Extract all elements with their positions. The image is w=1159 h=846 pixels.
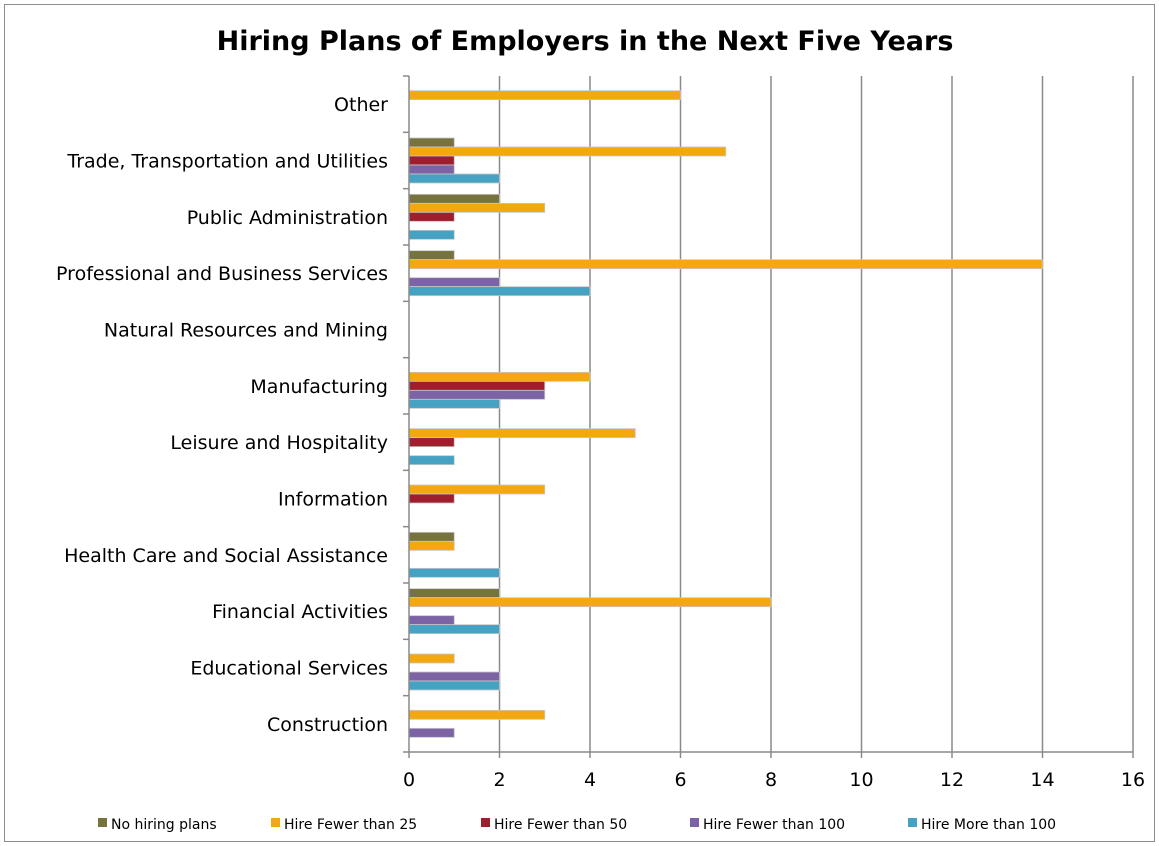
legend-swatch xyxy=(908,818,917,827)
bar xyxy=(408,380,546,391)
bar xyxy=(408,588,500,599)
category-label: Construction xyxy=(267,714,388,736)
bar xyxy=(408,277,500,288)
legend-swatch xyxy=(690,818,699,827)
bar xyxy=(408,202,546,213)
gridlines xyxy=(498,76,1134,752)
bar xyxy=(408,398,500,409)
bar xyxy=(408,455,455,466)
bar xyxy=(408,90,681,101)
x-tick-label: 2 xyxy=(493,769,505,791)
x-tick-label: 8 xyxy=(765,769,777,791)
bar xyxy=(408,250,455,261)
legend-swatch xyxy=(98,818,107,827)
bar xyxy=(408,193,500,204)
chart-frame xyxy=(4,4,1155,842)
category-labels: Construction Educational Services Financia… xyxy=(56,94,388,736)
bar xyxy=(408,624,500,635)
bar xyxy=(408,615,455,626)
legend-swatch xyxy=(271,818,280,827)
chart-title: Hiring Plans of Employers in the Next Fi… xyxy=(217,26,954,57)
bar xyxy=(408,173,500,184)
category-label: Information xyxy=(278,489,388,511)
bar xyxy=(408,727,455,738)
category-label: Public Administration xyxy=(187,207,388,229)
bar xyxy=(408,286,591,297)
bars xyxy=(408,90,1043,738)
bar xyxy=(408,371,591,382)
category-label: Trade, Transportation and Utilities xyxy=(66,151,388,173)
bar xyxy=(408,229,455,240)
x-tick-label: 0 xyxy=(403,769,415,791)
bar xyxy=(408,653,455,664)
x-tick-label: 12 xyxy=(940,769,964,791)
legend-label: Hire Fewer than 25 xyxy=(284,817,417,833)
x-tick-label: 16 xyxy=(1121,769,1145,791)
legend-swatch xyxy=(481,818,490,827)
bar xyxy=(408,671,500,682)
bar xyxy=(408,709,546,720)
x-tick-label: 4 xyxy=(584,769,596,791)
bar xyxy=(408,597,772,608)
bar xyxy=(408,259,1043,270)
legend-label: Hire More than 100 xyxy=(921,817,1056,833)
category-label: Financial Activities xyxy=(212,601,388,623)
bar xyxy=(408,484,546,495)
bar xyxy=(408,493,455,504)
bar xyxy=(408,567,500,578)
x-tick-label: 6 xyxy=(674,769,686,791)
legend: No hiring plans Hire Fewer than 25 Hire Fe… xyxy=(98,817,1056,833)
x-tick-label: 14 xyxy=(1030,769,1054,791)
category-label: Other xyxy=(334,94,388,116)
category-label: Health Care and Social Assistance xyxy=(64,545,388,567)
bar xyxy=(408,428,636,439)
axes xyxy=(403,75,1134,758)
legend-label: No hiring plans xyxy=(111,817,217,833)
bar xyxy=(408,146,727,157)
category-label: Educational Services xyxy=(190,658,388,680)
category-label: Professional and Business Services xyxy=(56,263,388,285)
bar xyxy=(408,389,546,400)
category-label: Leisure and Hospitality xyxy=(170,432,388,454)
bar xyxy=(408,540,455,551)
bar xyxy=(408,164,455,175)
bar xyxy=(408,531,455,542)
legend-label: Hire Fewer than 50 xyxy=(494,817,627,833)
bar xyxy=(408,680,500,691)
bar xyxy=(408,211,455,222)
x-tick-label: 10 xyxy=(849,769,873,791)
bar xyxy=(408,137,455,148)
legend-label: Hire Fewer than 100 xyxy=(703,817,845,833)
bar xyxy=(408,155,455,166)
x-tick-labels: 0 2 4 6 8 10 12 14 16 xyxy=(403,769,1145,791)
bar xyxy=(408,437,455,448)
category-label: Natural Resources and Mining xyxy=(104,320,388,342)
category-label: Manufacturing xyxy=(250,376,388,398)
